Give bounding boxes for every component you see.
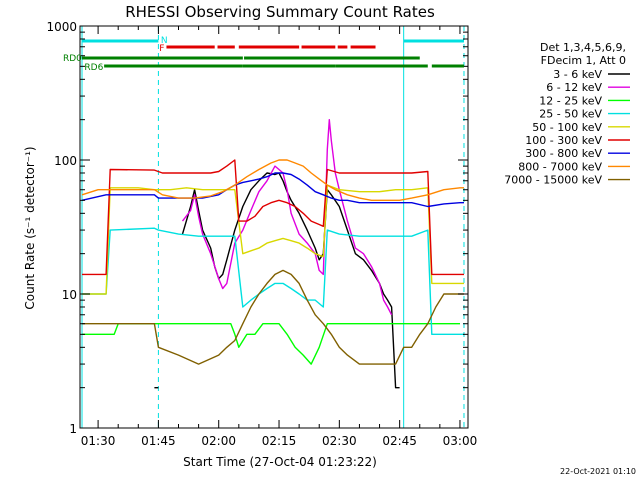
series-line: [82, 227, 464, 335]
x-axis: 01:30 01:45 02:00 02:15 02:30 02:45 03:00: [81, 26, 477, 448]
flag-label-f: F: [159, 44, 164, 54]
x-tick-label: 03:00: [443, 434, 478, 448]
legend-label: 7000 - 15000 keV: [504, 174, 602, 187]
legend-label: 800 - 7000 keV: [518, 160, 602, 173]
series-6: [81, 172, 464, 208]
legend-label: 300 - 800 keV: [525, 147, 602, 160]
plot-frame: [79, 25, 469, 429]
legend: Det 1,3,4,5,6,9, FDecim 1, Att 0 3 - 6 k…: [504, 41, 630, 187]
y-axis: 1 10 100 1000: [46, 20, 468, 436]
series-5: [82, 159, 464, 276]
legend-label: 50 - 100 keV: [532, 121, 602, 134]
series-7: [81, 159, 464, 202]
plot-area: [81, 26, 465, 428]
x-tick-label: 02:00: [201, 434, 236, 448]
series-2: [82, 323, 460, 365]
series-line: [82, 159, 464, 276]
y-tick-label: 10: [62, 288, 77, 302]
chart-title: RHESSI Observing Summary Count Rates: [125, 3, 435, 21]
series-line: [81, 159, 464, 202]
series-line: [82, 184, 464, 295]
generation-timestamp: 22-Oct-2021 01:10: [560, 467, 636, 476]
legend-header-line-2: FDecim 1, Att 0: [541, 54, 626, 67]
series-3: [82, 227, 464, 335]
legend-label: 25 - 50 keV: [539, 108, 602, 121]
x-axis-title: Start Time (27-Oct-04 01:23:22): [183, 455, 377, 469]
series-4: [82, 184, 464, 295]
x-tick-label: 02:15: [262, 434, 297, 448]
flag-label-rd6: RD6: [84, 63, 103, 73]
legend-label: 6 - 12 keV: [546, 81, 602, 94]
flag-label-rd0: RD0: [63, 54, 82, 64]
y-tick-label: 1: [69, 422, 77, 436]
x-tick-label: 01:30: [81, 434, 116, 448]
x-tick-label: 02:30: [322, 434, 357, 448]
legend-label: 3 - 6 keV: [553, 68, 602, 81]
y-axis-title: Count Rate (s⁻¹ detector⁻¹): [23, 146, 37, 309]
series-line: [81, 172, 464, 208]
series-line: [82, 323, 460, 365]
y-tick-label: 100: [54, 154, 77, 168]
y-tick-label: 1000: [46, 20, 77, 34]
x-tick-label: 02:45: [382, 434, 417, 448]
series-line: [181, 118, 393, 316]
x-tick-label: 01:45: [141, 434, 176, 448]
series-line: [82, 269, 464, 365]
flag-label-n: N: [161, 36, 168, 46]
series-8: [82, 269, 464, 365]
series-1: [181, 118, 393, 316]
legend-label: 12 - 25 keV: [539, 94, 602, 107]
legend-label: 100 - 300 keV: [525, 134, 602, 147]
legend-header-line-1: Det 1,3,4,5,6,9,: [540, 41, 626, 54]
